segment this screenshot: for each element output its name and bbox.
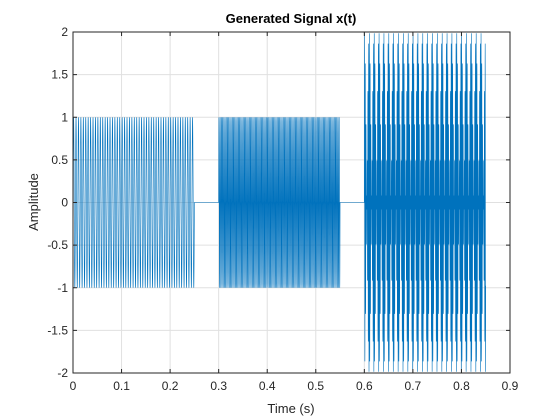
x-tick-label: 0.8 <box>453 379 470 393</box>
x-axis-label: Time (s) <box>267 401 314 416</box>
x-tick-label: 0.3 <box>210 379 227 393</box>
y-tick-label: -2 <box>57 366 68 380</box>
chart-title: Generated Signal x(t) <box>226 11 357 26</box>
x-tick-label: 0 <box>70 379 77 393</box>
y-tick-label: -1 <box>57 281 68 295</box>
y-tick-label: 0 <box>61 196 68 210</box>
x-tick-label: 0.7 <box>405 379 422 393</box>
signal-series-line <box>73 33 486 372</box>
x-tick-label: 0.1 <box>113 379 130 393</box>
y-tick-label: 0.5 <box>51 153 68 167</box>
y-tick-label: 2 <box>61 25 68 39</box>
x-tick-label: 0.5 <box>307 379 324 393</box>
x-tick-label: 0.6 <box>356 379 373 393</box>
x-tick-label: 0.2 <box>162 379 179 393</box>
y-tick-label: -1.5 <box>47 323 68 337</box>
y-axis-ticks: -2 -1.5 -1 -0.5 0 0.5 1 1.5 2 <box>47 25 510 380</box>
y-tick-label: 1 <box>61 110 68 124</box>
plot-area <box>73 33 486 372</box>
y-tick-label: -0.5 <box>47 238 68 252</box>
x-tick-label: 0.4 <box>259 379 276 393</box>
y-tick-label: 1.5 <box>51 68 68 82</box>
x-axis-ticks: 0 0.1 0.2 0.3 0.4 0.5 0.6 0.7 0.8 0.9 <box>70 32 519 393</box>
x-tick-label: 0.9 <box>502 379 519 393</box>
y-axis-label: Amplitude <box>26 173 41 231</box>
